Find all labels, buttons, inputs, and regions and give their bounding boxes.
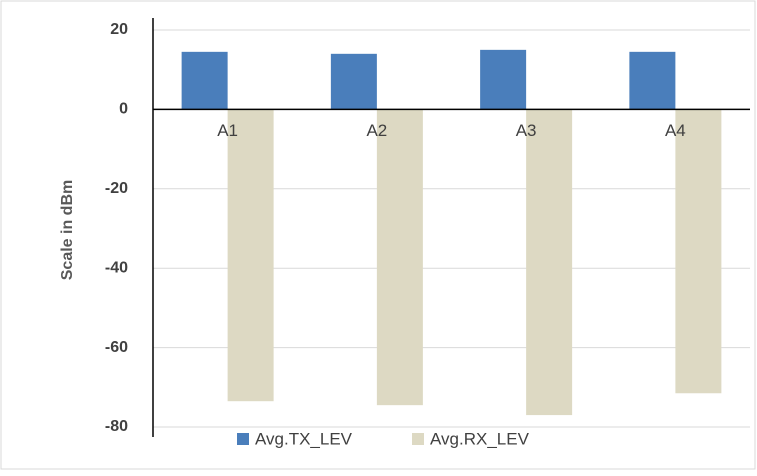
- x-tick-label: A4: [665, 121, 686, 140]
- bar: [480, 49, 527, 110]
- x-tick-label: A3: [516, 121, 537, 140]
- legend-label: Avg.TX_LEV: [255, 429, 353, 448]
- x-tick-label: A1: [217, 121, 238, 140]
- y-tick-label: 20: [110, 21, 128, 38]
- bar: [227, 109, 274, 402]
- bar: [376, 109, 423, 406]
- bar: [675, 109, 722, 394]
- legend-label: Avg.RX_LEV: [430, 429, 530, 448]
- bar: [330, 53, 377, 110]
- legend-swatch: [412, 433, 424, 445]
- legend-swatch: [237, 433, 249, 445]
- bar: [181, 51, 228, 110]
- y-tick-label: 0: [119, 101, 128, 118]
- bar: [629, 51, 676, 110]
- y-tick-label: -80: [105, 418, 128, 435]
- x-tick-label: A2: [366, 121, 387, 140]
- bar: [526, 109, 573, 416]
- y-tick-label: -60: [105, 339, 128, 356]
- y-tick-label: -40: [105, 259, 128, 276]
- y-tick-label: -20: [105, 180, 128, 197]
- y-axis-label: Scale in dBm: [59, 180, 76, 280]
